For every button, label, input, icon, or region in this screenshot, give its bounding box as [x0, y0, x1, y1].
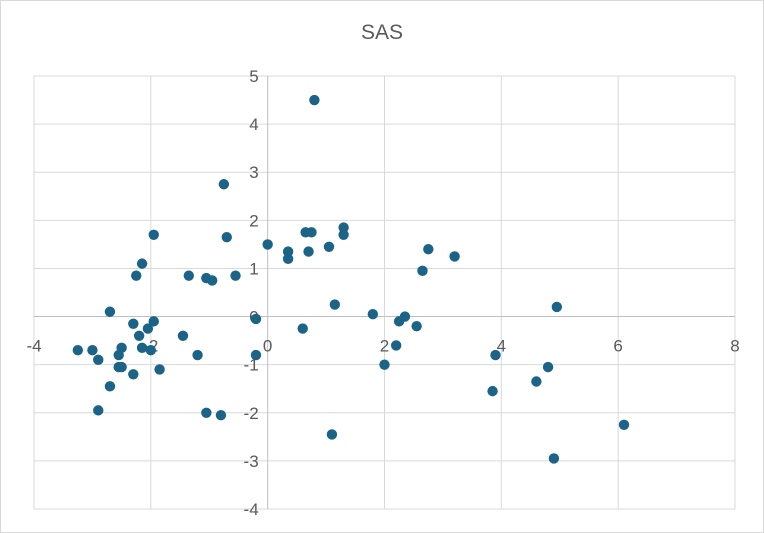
axes [34, 76, 735, 509]
y-tick-label: 5 [249, 67, 258, 86]
y-tick-label: -2 [244, 404, 259, 423]
data-point [399, 311, 411, 322]
data-point [542, 361, 554, 373]
data-point [367, 308, 379, 320]
y-tick-label: 4 [249, 115, 258, 134]
data-point [133, 330, 145, 341]
data-point [230, 270, 241, 281]
data-point [338, 222, 349, 233]
data-point [206, 275, 218, 286]
data-point [338, 229, 349, 240]
data-point [390, 340, 402, 351]
y-tick-label: 3 [249, 163, 258, 182]
data-point [323, 241, 335, 252]
data-point [192, 349, 203, 361]
data-point [551, 301, 563, 313]
data-point [154, 364, 165, 375]
y-tick-label: -1 [244, 356, 259, 375]
tick-labels: -4-202468-4-3-2-1012345 [26, 67, 739, 519]
grid-lines [33, 75, 736, 510]
data-point [303, 246, 314, 257]
data-point [136, 258, 148, 269]
data-point [379, 359, 390, 370]
data-point [221, 231, 232, 243]
data-point [128, 369, 139, 380]
data-point [548, 453, 560, 464]
x-tick-label: 8 [730, 337, 739, 356]
y-tick-label: 1 [249, 259, 258, 278]
data-point [218, 179, 230, 190]
data-points [72, 94, 630, 464]
data-point [250, 349, 262, 361]
data-point [262, 239, 273, 250]
x-tick-label: 2 [380, 337, 389, 356]
chart-title: SAS [360, 21, 404, 44]
x-tick-label: 4 [497, 337, 506, 356]
data-point [618, 419, 630, 431]
data-point [113, 361, 124, 373]
y-tick-label: -4 [244, 500, 259, 519]
x-tick-label: 6 [613, 337, 622, 356]
data-point [282, 253, 294, 265]
data-point [93, 405, 104, 416]
y-tick-label: -3 [244, 452, 259, 471]
data-point [131, 270, 142, 281]
x-tick-label: 0 [263, 337, 272, 356]
data-point [142, 323, 154, 334]
data-point [104, 306, 116, 317]
data-point [326, 429, 338, 440]
data-point [531, 376, 542, 387]
data-point [329, 299, 341, 310]
data-point [148, 316, 159, 327]
data-point [104, 381, 116, 392]
data-point [297, 323, 308, 334]
data-point [490, 349, 501, 361]
data-point [177, 330, 189, 341]
data-point [72, 345, 84, 356]
data-point [306, 227, 317, 238]
data-point [309, 94, 320, 106]
data-point [87, 345, 98, 356]
data-point [487, 385, 498, 397]
x-tick-label: -4 [26, 337, 41, 356]
y-tick-label: 2 [249, 211, 258, 230]
data-point [136, 342, 148, 354]
data-point [116, 342, 127, 354]
data-point [128, 318, 139, 329]
data-point [423, 244, 434, 255]
data-point [411, 320, 422, 332]
data-point [250, 313, 262, 325]
data-point [417, 265, 428, 277]
data-point [183, 270, 195, 281]
data-point [282, 246, 294, 257]
data-point [201, 407, 212, 418]
data-point [215, 409, 227, 421]
data-point [449, 251, 460, 262]
data-point [148, 229, 159, 240]
data-point [145, 345, 157, 356]
data-point [93, 354, 104, 366]
